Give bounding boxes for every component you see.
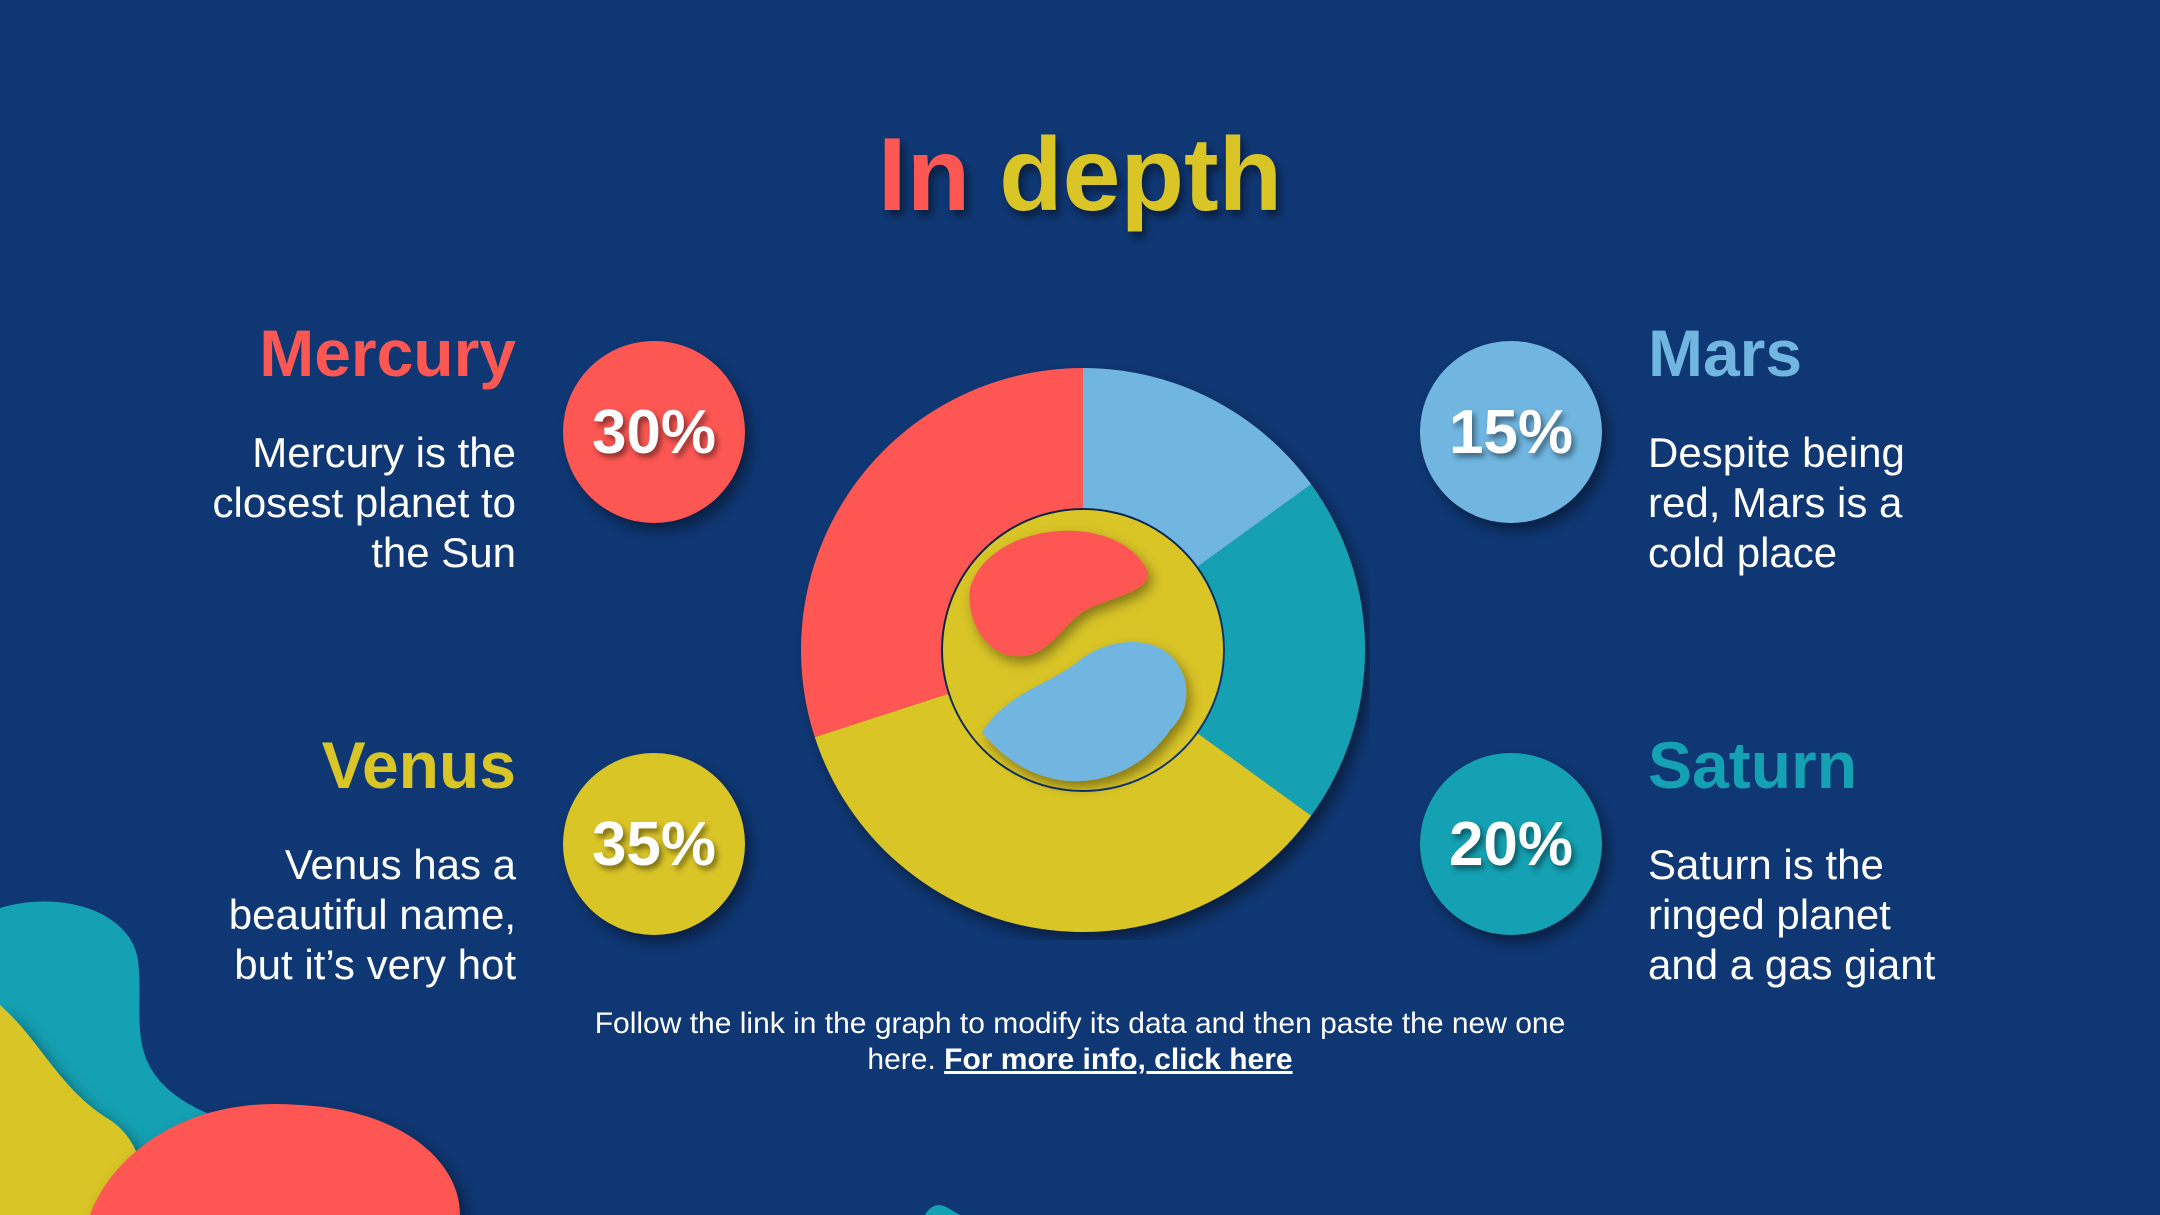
mars-percent: 15% bbox=[1448, 397, 1574, 467]
footnote-text: Follow the link in the graph to modify i… bbox=[594, 1007, 1566, 1076]
saturn-description: Saturn is the ringed planet and a gas gi… bbox=[1648, 841, 1936, 988]
page-title: In depth bbox=[0, 115, 2160, 235]
venus-percent: 35% bbox=[591, 809, 717, 879]
blob-red bbox=[90, 1103, 460, 1215]
donut-chart bbox=[801, 368, 1365, 932]
donut-slice-venus bbox=[814, 693, 1312, 932]
donut-slice-saturn bbox=[1197, 484, 1365, 816]
donut-center bbox=[943, 510, 1223, 790]
more-info-link[interactable]: For more info, click here bbox=[944, 1043, 1293, 1076]
venus-name: Venus bbox=[321, 728, 516, 802]
footnote: Follow the link in the graph to modify i… bbox=[580, 1006, 1580, 1078]
mercury-name: Mercury bbox=[259, 316, 516, 390]
mercury-percent: 30% bbox=[591, 397, 717, 467]
mars-name: Mars bbox=[1648, 316, 1803, 390]
center-blue-swirl bbox=[982, 641, 1187, 782]
saturn-name: Saturn bbox=[1648, 728, 1858, 802]
blob-yellow bbox=[0, 1005, 144, 1215]
donut-slice-mars bbox=[1083, 368, 1312, 567]
mars-percent-badge: 15% bbox=[1420, 341, 1602, 523]
venus-description: Venus has a beautiful name, but it’s ver… bbox=[228, 841, 516, 988]
title-part-1: In bbox=[877, 117, 971, 233]
mercury-percent-badge: 30% bbox=[563, 341, 745, 523]
venus-percent-badge: 35% bbox=[563, 753, 745, 935]
decorative-blob bbox=[0, 901, 460, 1215]
saturn-percent-badge: 20% bbox=[1420, 753, 1602, 935]
title-part-2: depth bbox=[999, 117, 1283, 233]
center-red-swirl bbox=[969, 530, 1149, 657]
decorative-wave-mark bbox=[925, 1205, 960, 1215]
mars-description: Despite being red, Mars is a cold place bbox=[1648, 429, 1905, 576]
saturn-percent: 20% bbox=[1448, 809, 1574, 879]
donut-slice-mercury bbox=[801, 368, 1083, 738]
mercury-description: Mercury is the closest planet to the Sun bbox=[212, 429, 516, 576]
